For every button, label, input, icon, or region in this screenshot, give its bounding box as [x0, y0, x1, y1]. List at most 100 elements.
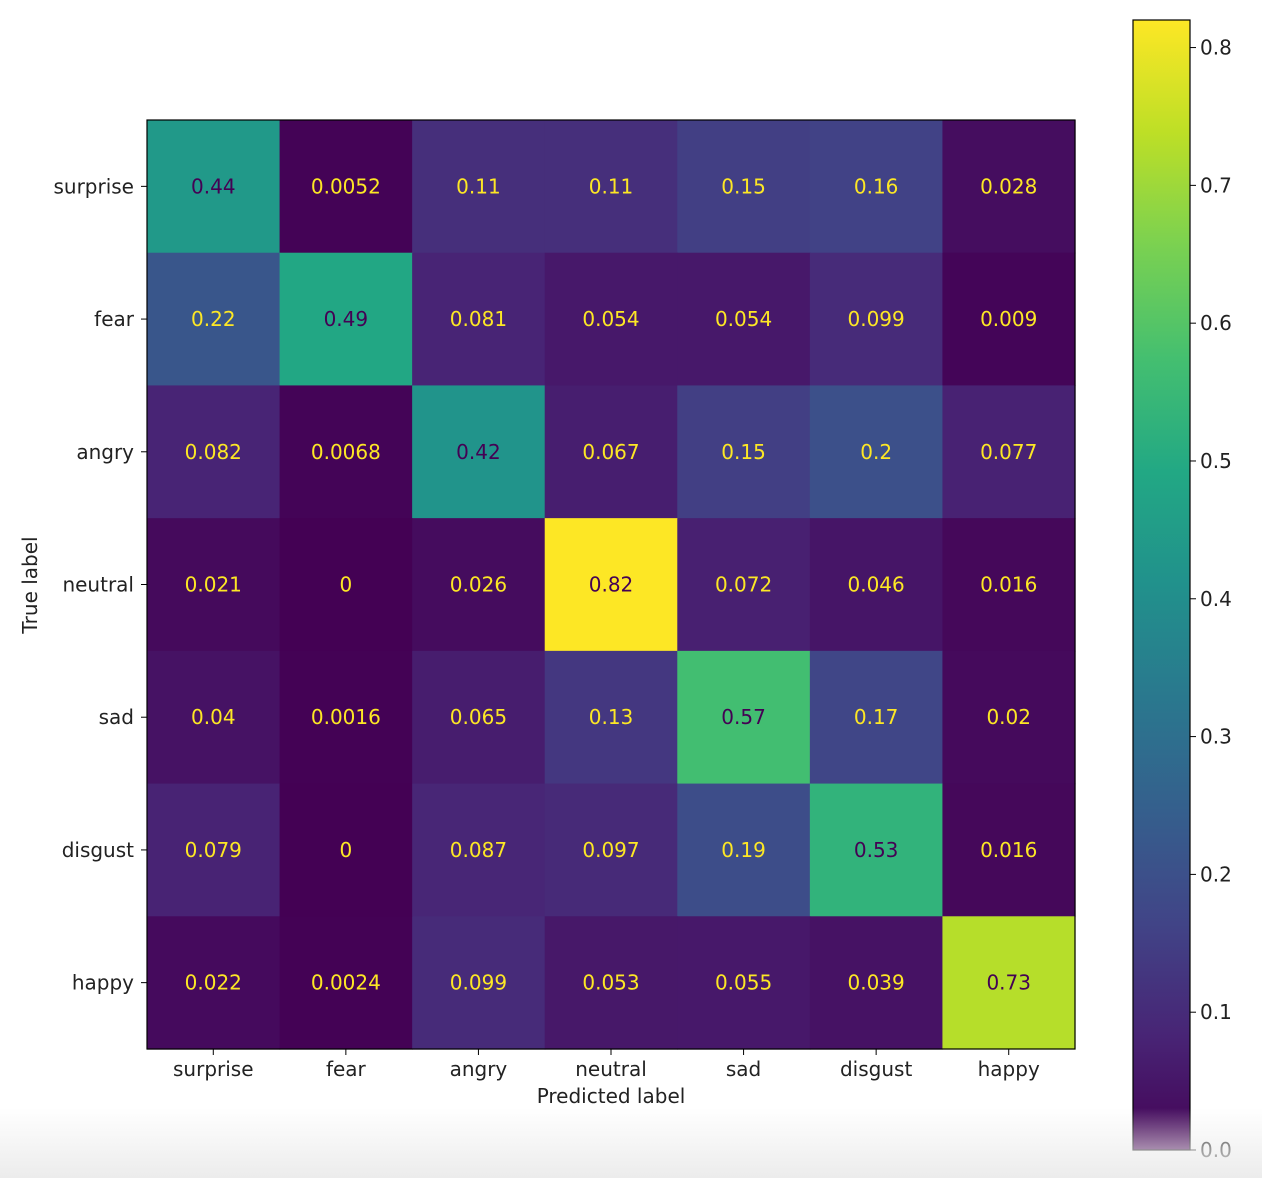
- heatmap-cell: [412, 650, 546, 785]
- heatmap-cell: [677, 120, 811, 254]
- colorbar-tick-label: 0.8: [1200, 36, 1232, 60]
- cell-value-label: 0.0068: [311, 440, 381, 464]
- cell-value-label: 0.081: [450, 307, 507, 331]
- y-tick-label: sad: [99, 705, 134, 729]
- heatmap-cell: [809, 120, 944, 254]
- y-tick-label: surprise: [53, 174, 134, 198]
- cell-value-label: 0.44: [191, 174, 236, 198]
- cell-value-label: 0.087: [450, 838, 507, 862]
- heatmap-cell: [412, 120, 546, 254]
- cell-value-label: 0.02: [986, 705, 1031, 729]
- cell-value-label: 0.19: [721, 838, 766, 862]
- cell-value-label: 0.57: [721, 705, 766, 729]
- colorbar-tick-label: 0.1: [1200, 1000, 1232, 1024]
- heatmap-cell: [677, 518, 811, 652]
- cell-value-label: 0.17: [854, 705, 899, 729]
- colorbar-tick-label: 0.6: [1200, 311, 1232, 335]
- cell-value-label: 0: [339, 573, 352, 597]
- cell-value-label: 0.0052: [311, 174, 381, 198]
- x-tick-label: happy: [978, 1057, 1040, 1081]
- heatmap-cell: [279, 916, 413, 1050]
- y-axis-label: True label: [18, 536, 42, 634]
- colorbar-tick-label: 0.7: [1200, 173, 1232, 197]
- heatmap-cell: [544, 120, 678, 254]
- cell-value-label: 0.039: [848, 971, 905, 995]
- heatmap-cell: [677, 252, 811, 387]
- cell-value-label: 0: [339, 838, 352, 862]
- heatmap-cell: [279, 783, 413, 917]
- cell-value-label: 0.046: [848, 573, 905, 597]
- heatmap-cell: [544, 385, 678, 519]
- cell-value-label: 0.016: [980, 573, 1037, 597]
- cell-value-label: 0.49: [324, 307, 369, 331]
- y-tick-label: neutral: [62, 573, 134, 597]
- heatmap-cell: [942, 783, 1076, 917]
- cell-value-label: 0.082: [185, 440, 242, 464]
- x-axis-label: Predicted label: [537, 1084, 686, 1108]
- cell-value-label: 0.22: [191, 307, 236, 331]
- cell-value-label: 0.15: [721, 174, 766, 198]
- heatmap-cell: [677, 385, 811, 519]
- cell-value-label: 0.016: [980, 838, 1037, 862]
- cell-value-label: 0.026: [450, 573, 507, 597]
- heatmap-cells: [147, 120, 1076, 1050]
- cell-value-label: 0.82: [589, 573, 634, 597]
- heatmap-cell: [942, 916, 1076, 1050]
- heatmap-cell: [279, 518, 413, 652]
- heatmap-cell: [147, 650, 281, 785]
- y-tick-label: happy: [72, 971, 134, 995]
- heatmap-cell: [809, 385, 944, 519]
- heatmap-cell: [412, 783, 546, 917]
- heatmap-cell: [809, 252, 944, 387]
- cell-value-label: 0.16: [854, 174, 899, 198]
- cell-value-label: 0.73: [986, 971, 1031, 995]
- cell-value-label: 0.028: [980, 174, 1037, 198]
- heatmap-cell: [942, 518, 1076, 652]
- heatmap-cell: [544, 518, 678, 652]
- x-axis-ticks: surprise fear angry neutral sad disgust happy: [173, 1049, 1040, 1081]
- heatmap-cell: [677, 916, 811, 1050]
- heatmap-cell: [279, 120, 413, 254]
- heatmap-cell: [942, 650, 1076, 785]
- cell-value-label: 0.0024: [311, 971, 381, 995]
- colorbar-tick-label: 0.4: [1200, 587, 1232, 611]
- cell-value-label: 0.072: [715, 573, 772, 597]
- heatmap-cell: [147, 518, 281, 652]
- y-tick-label: angry: [76, 440, 134, 464]
- heatmap-cell: [279, 252, 413, 387]
- y-axis-ticks: surprise fear angry neutral sad disgust happy: [53, 174, 147, 995]
- heatmap-cell: [809, 518, 944, 652]
- heatmap-cell: [412, 518, 546, 652]
- cell-value-label: 0.53: [854, 838, 899, 862]
- heatmap-cell: [942, 120, 1076, 254]
- y-tick-label: fear: [94, 307, 135, 331]
- cell-value-label: 0.065: [450, 705, 507, 729]
- heatmap-cell: [147, 120, 281, 254]
- heatmap-cell: [412, 252, 546, 387]
- cell-value-label: 0.054: [715, 307, 772, 331]
- colorbar-tick-label: 0.2: [1200, 862, 1232, 886]
- heatmap-cell: [677, 783, 811, 917]
- cell-value-label: 0.055: [715, 971, 772, 995]
- cell-value-label: 0.0016: [311, 705, 381, 729]
- cell-value-label: 0.067: [582, 440, 639, 464]
- cell-value-label: 0.097: [582, 838, 639, 862]
- heatmap-cell: [147, 252, 281, 387]
- heatmap-cell: [544, 783, 678, 917]
- heatmap-cell: [147, 916, 281, 1050]
- x-tick-label: neutral: [575, 1057, 647, 1081]
- cell-value-label: 0.42: [456, 440, 501, 464]
- cell-value-label: 0.099: [848, 307, 905, 331]
- heatmap-cell: [412, 385, 546, 519]
- x-tick-label: surprise: [173, 1057, 254, 1081]
- cell-value-label: 0.04: [191, 705, 236, 729]
- colorbar-tick-label: 0.0: [1200, 1138, 1232, 1162]
- heatmap-cell: [279, 650, 413, 785]
- cell-value-label: 0.054: [582, 307, 639, 331]
- heatmap-cell: [544, 252, 678, 387]
- x-tick-label: disgust: [840, 1057, 912, 1081]
- heatmap-cell: [544, 916, 678, 1050]
- heatmap-cell: [147, 385, 281, 519]
- heatmap-cell: [809, 650, 944, 785]
